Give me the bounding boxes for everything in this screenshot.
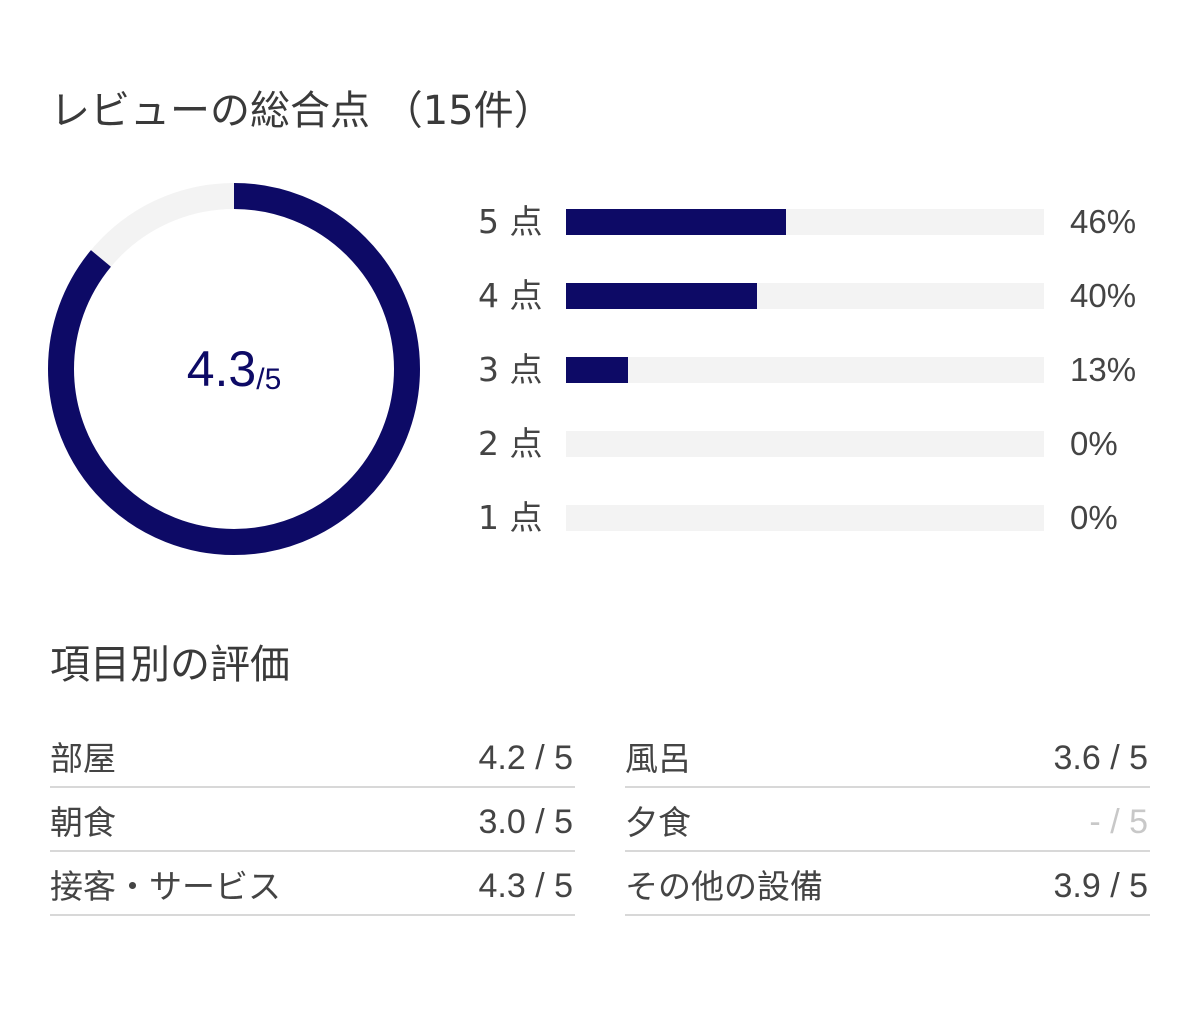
distribution-label: 3 点: [478, 350, 543, 389]
overall-score-donut: 4.3/5: [48, 183, 420, 555]
distribution-bar-fill: [566, 209, 786, 235]
overall-score-max: /5: [256, 363, 282, 396]
distribution-percent: 40%: [1070, 277, 1137, 314]
category-score: 3.6 / 5: [1053, 739, 1148, 777]
distribution-bar-fill: [566, 357, 629, 383]
category-row-service: 接客・サービス 4.3 / 5: [50, 854, 575, 916]
category-name: 朝食: [50, 803, 116, 842]
distribution-bar-track: [566, 357, 1044, 383]
distribution-bar-track: [566, 283, 1044, 309]
distribution-percent: 13%: [1070, 351, 1137, 388]
distribution-bar-track: [566, 505, 1044, 531]
distribution-percent: 0%: [1070, 425, 1118, 462]
overall-rating-title: レビューの総合点 （15件）: [50, 88, 554, 134]
distribution-row-2: 2 点 0%: [478, 424, 1158, 464]
category-score: 3.0 / 5: [478, 803, 573, 841]
category-score: 3.9 / 5: [1053, 867, 1148, 905]
distribution-row-4: 4 点 40%: [478, 276, 1158, 316]
overall-score-value: 4.3: [186, 341, 257, 397]
distribution-row-3: 3 点 13%: [478, 350, 1158, 390]
distribution-label: 1 点: [478, 498, 543, 537]
category-name: 部屋: [50, 739, 116, 778]
distribution-label: 5 点: [478, 202, 543, 241]
distribution-row-1: 1 点 0%: [478, 498, 1158, 538]
category-row-other-facilities: その他の設備 3.9 / 5: [625, 854, 1150, 916]
category-score: 4.2 / 5: [478, 739, 573, 777]
distribution-row-5: 5 点 46%: [478, 202, 1158, 242]
category-name: 夕食: [625, 803, 691, 842]
category-ratings-title: 項目別の評価: [50, 642, 290, 688]
category-row-breakfast: 朝食 3.0 / 5: [50, 790, 575, 852]
category-row-dinner: 夕食 - / 5: [625, 790, 1150, 852]
distribution-percent: 0%: [1070, 499, 1118, 536]
category-name: 接客・サービス: [50, 867, 281, 906]
category-row-room: 部屋 4.2 / 5: [50, 726, 575, 788]
category-name: 風呂: [625, 739, 691, 778]
distribution-bar-track: [566, 431, 1044, 457]
donut-arc: [48, 183, 420, 555]
category-score: - / 5: [1089, 803, 1148, 841]
category-name: その他の設備: [625, 867, 823, 906]
category-score: 4.3 / 5: [478, 867, 573, 905]
overall-score-label: 4.3/5: [48, 183, 420, 555]
category-row-bath: 風呂 3.6 / 5: [625, 726, 1150, 788]
distribution-label: 4 点: [478, 276, 543, 315]
distribution-label: 2 点: [478, 424, 543, 463]
distribution-percent: 46%: [1070, 203, 1137, 240]
distribution-bar-fill: [566, 283, 758, 309]
donut-ring: [48, 183, 420, 555]
distribution-bar-track: [566, 209, 1044, 235]
